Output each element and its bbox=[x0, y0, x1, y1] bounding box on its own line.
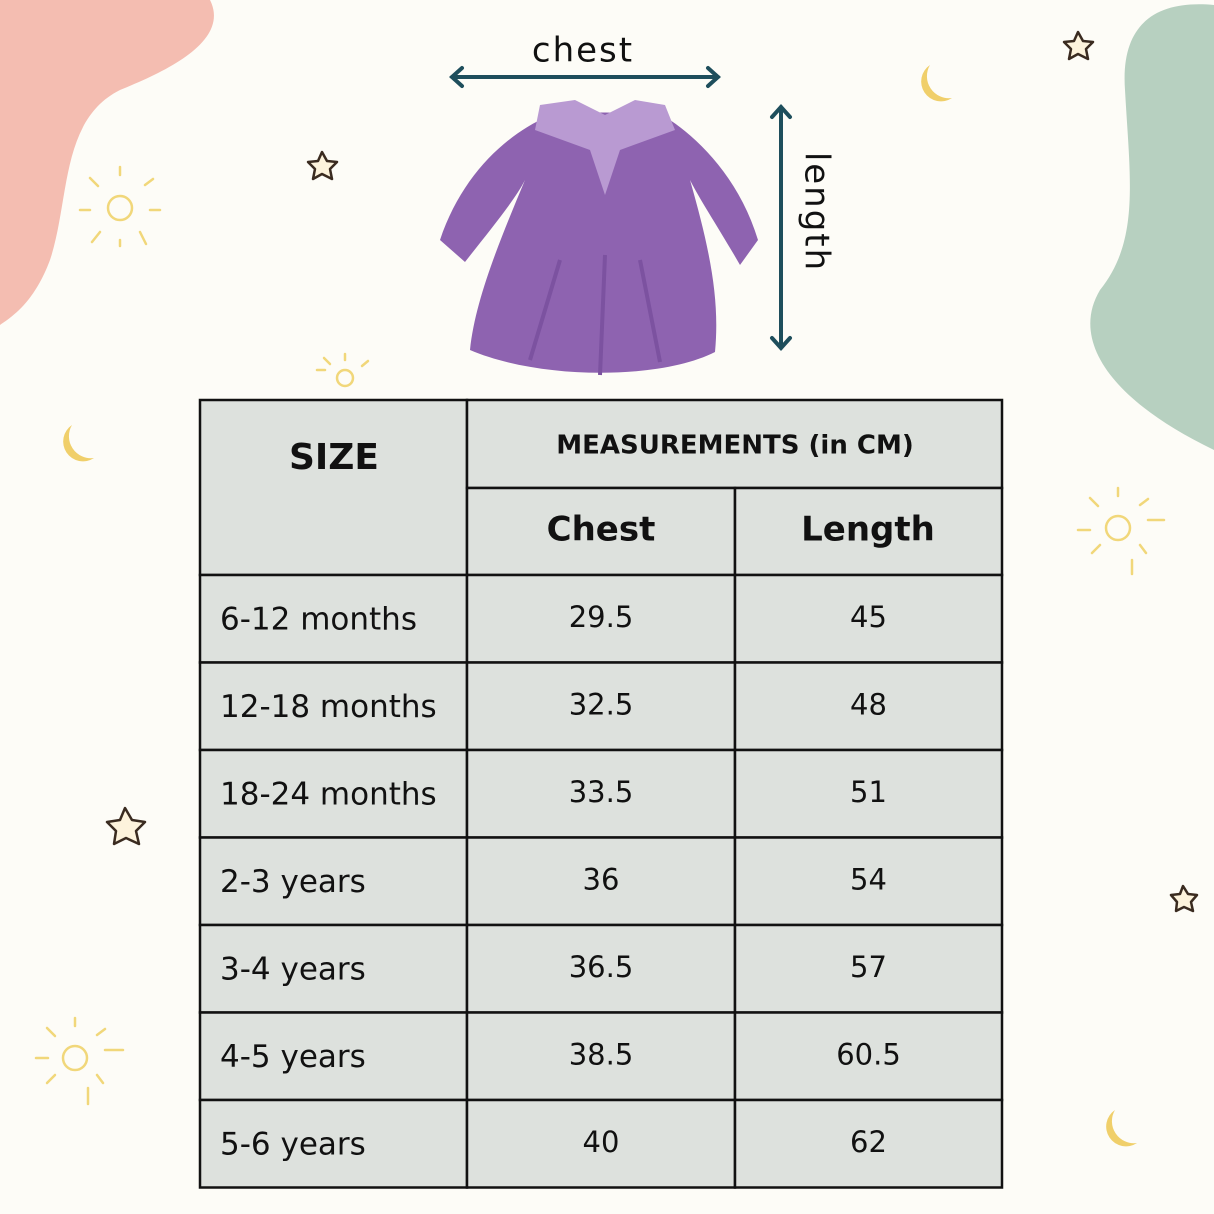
table-cell bbox=[465, 836, 737, 927]
header-cell bbox=[198, 398, 469, 577]
table-cell bbox=[733, 1098, 1004, 1189]
size-label: 4-5 years bbox=[220, 1039, 366, 1075]
table-cell bbox=[733, 836, 1004, 927]
table-cell bbox=[198, 661, 469, 752]
measurement-value: 54 bbox=[850, 862, 887, 896]
header-chest: Chest bbox=[547, 510, 656, 550]
table-cell bbox=[198, 1098, 469, 1189]
header-measurements: MEASUREMENTS (in CM) bbox=[556, 431, 913, 461]
length-label: length bbox=[797, 152, 837, 272]
table-cell bbox=[733, 748, 1004, 839]
header-size: SIZE bbox=[289, 437, 379, 478]
table-cell bbox=[733, 661, 1004, 752]
size-label: 12-18 months bbox=[220, 689, 437, 725]
measurement-value: 62 bbox=[850, 1125, 887, 1159]
table-cell bbox=[465, 661, 737, 752]
measurement-value: 38.5 bbox=[569, 1037, 634, 1071]
size-label: 5-6 years bbox=[220, 1126, 366, 1162]
measurement-value: 32.5 bbox=[569, 687, 634, 721]
chest-label: chest bbox=[532, 31, 634, 71]
table-cell bbox=[733, 923, 1004, 1014]
header-cell bbox=[465, 398, 1004, 490]
table-cell bbox=[733, 1011, 1004, 1102]
measure-arrows bbox=[449, 66, 792, 351]
table-cell bbox=[465, 923, 737, 1014]
table-cell bbox=[465, 1011, 737, 1102]
size-label: 3-4 years bbox=[220, 951, 366, 987]
measurement-value: 57 bbox=[850, 950, 887, 984]
measurement-value: 48 bbox=[850, 687, 887, 721]
table-cell bbox=[465, 573, 737, 664]
measurement-value: 36.5 bbox=[569, 950, 634, 984]
measurement-value: 45 bbox=[850, 600, 887, 634]
size-label: 2-3 years bbox=[220, 864, 366, 900]
green-blob bbox=[1090, 4, 1214, 451]
size-table: SIZE MEASUREMENTS (in CM) Chest Length 6-12 … bbox=[198, 398, 1004, 1189]
measurement-value: 29.5 bbox=[569, 600, 634, 634]
measurement-value: 33.5 bbox=[569, 775, 634, 809]
header-cell bbox=[465, 486, 737, 577]
header-cell bbox=[733, 486, 1004, 577]
measurement-value: 60.5 bbox=[836, 1037, 901, 1071]
pink-blob bbox=[0, 0, 214, 325]
table-cell bbox=[198, 836, 469, 927]
size-label: 6-12 months bbox=[220, 601, 417, 637]
decorations bbox=[34, 30, 1199, 1147]
table-cell bbox=[465, 1098, 737, 1189]
measurement-value: 40 bbox=[583, 1125, 620, 1159]
size-label: 18-24 months bbox=[220, 776, 437, 812]
dress-illustration bbox=[440, 100, 758, 376]
table-cell bbox=[465, 748, 737, 839]
measurement-value: 36 bbox=[583, 862, 620, 896]
header-length: Length bbox=[801, 510, 935, 550]
table-cell bbox=[733, 573, 1004, 664]
measurement-value: 51 bbox=[850, 775, 887, 809]
